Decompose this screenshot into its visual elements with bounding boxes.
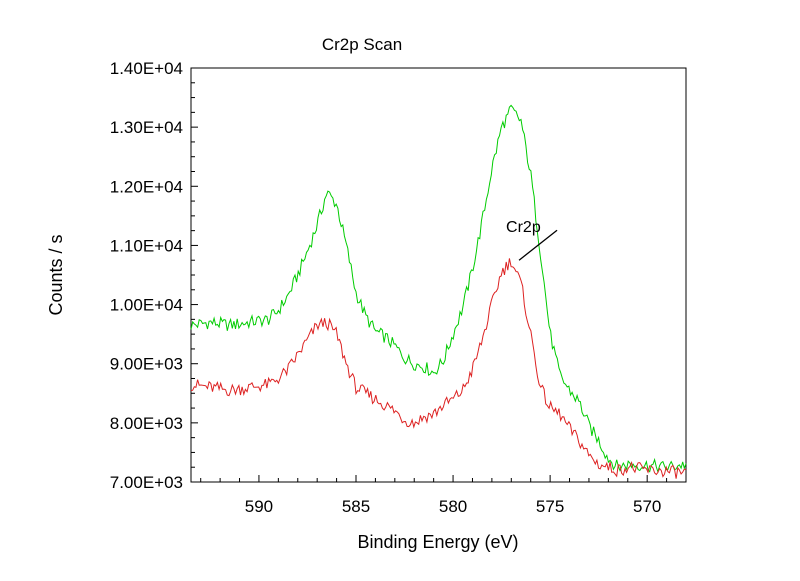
y-tick-label: 1.40E+04: [110, 59, 183, 78]
x-tick-label: 580: [439, 497, 467, 516]
annotation-layer: Cr2p: [506, 219, 558, 261]
y-tick-label: 1.10E+04: [110, 236, 183, 255]
y-tick-label: 1.20E+04: [110, 177, 183, 196]
chart-title: Cr2p Scan: [322, 35, 402, 54]
x-axis: 590 585 580 575 570: [200, 475, 687, 516]
series-layer: [190, 104, 687, 479]
y-tick-label: 7.00E+03: [110, 473, 183, 492]
x-tick-label: 575: [536, 497, 564, 516]
x-tick-label: 585: [342, 497, 370, 516]
annotation-label: Cr2p: [506, 219, 541, 236]
y-tick-label: 1.00E+04: [110, 296, 183, 315]
plot-frame: [190, 67, 687, 483]
x-tick-label: 570: [633, 497, 661, 516]
series-line-1: [190, 104, 687, 474]
y-tick-label: 9.00E+03: [110, 355, 183, 374]
x-tick-label: 590: [245, 497, 273, 516]
y-axis: 7.00E+03 8.00E+03 9.00E+03 1.00E+04 1.10E+04…: [110, 59, 198, 492]
annotation-leader-line: [518, 229, 558, 261]
series-line-2: [190, 258, 687, 479]
y-tick-label: 1.30E+04: [110, 118, 183, 137]
y-axis-title: Counts / s: [46, 234, 66, 315]
y-tick-label: 8.00E+03: [110, 414, 183, 433]
x-axis-title: Binding Energy (eV): [357, 532, 518, 552]
